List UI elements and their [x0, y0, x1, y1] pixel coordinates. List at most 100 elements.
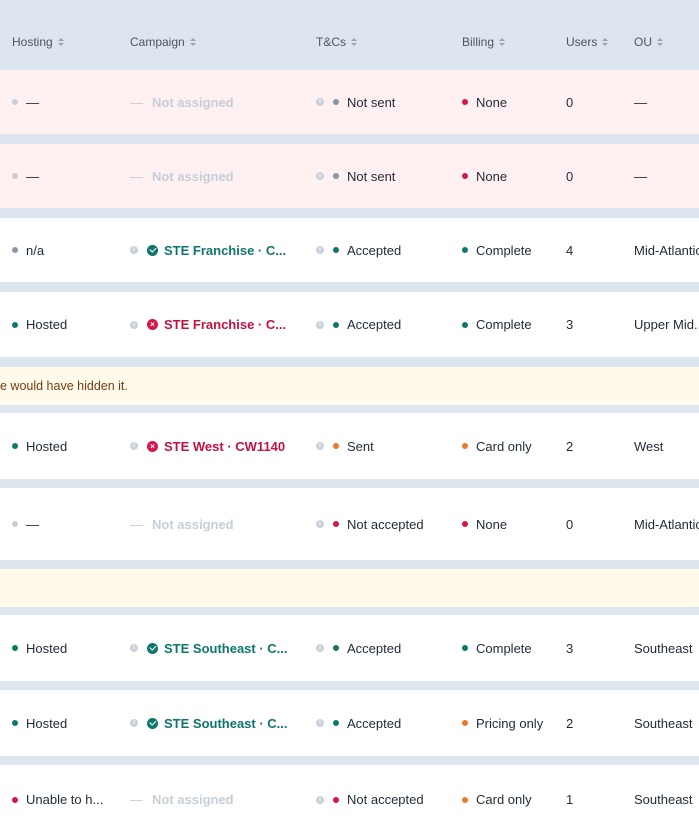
column-header-ou[interactable]: OU	[634, 35, 663, 49]
sort-icon	[189, 38, 196, 46]
campaign-cell: — Not assigned	[130, 94, 234, 110]
status-dot-icon	[462, 443, 468, 449]
info-icon[interactable]: i	[316, 719, 324, 727]
sort-icon	[57, 38, 64, 46]
info-icon[interactable]: i	[130, 320, 138, 329]
table-row[interactable]: Hosted i × STE Franchise · C... i Accepted …	[0, 292, 699, 357]
status-dot-icon	[462, 720, 468, 726]
status-dot-icon	[462, 99, 468, 105]
campaign-cell[interactable]: i × STE West · CW1140	[130, 436, 285, 456]
info-icon[interactable]: i	[316, 442, 324, 450]
tcs-cell: i Accepted	[316, 315, 401, 335]
ou-cell: Southeast	[634, 715, 693, 731]
status-dot-icon	[333, 521, 339, 527]
billing-cell: Complete	[462, 240, 532, 260]
tcs-cell: i Accepted	[316, 240, 401, 260]
campaign-cell: — Not assigned	[130, 516, 234, 532]
status-dot-icon	[12, 796, 18, 803]
hosting-cell: Hosted	[12, 713, 67, 733]
info-icon[interactable]: i	[130, 442, 138, 450]
billing-cell: None	[462, 166, 507, 186]
sort-icon	[499, 38, 506, 46]
sort-icon	[602, 38, 609, 46]
table-row[interactable]: Hosted i × STE West · CW1140 i Sent Card on…	[0, 413, 699, 479]
hosting-cell: —	[12, 92, 39, 112]
table-row[interactable]: — — Not assigned i Not sent None 0 —	[0, 144, 699, 208]
x-circle-icon: ×	[147, 440, 158, 452]
table-row[interactable]: — — Not assigned i Not sent None 0 —	[0, 70, 699, 134]
table-header: Hosting Campaign T&Cs Billing Users OU	[0, 7, 699, 70]
ou-cell: —	[634, 168, 647, 184]
hosting-cell: —	[12, 514, 39, 534]
status-dot-icon	[12, 99, 18, 105]
ou-cell: Southeast	[634, 640, 693, 656]
hosting-cell: Unable to h...	[12, 790, 103, 810]
tcs-cell: i Not accepted	[316, 514, 424, 534]
check-circle-icon	[147, 717, 158, 729]
hosting-cell: Hosted	[12, 315, 67, 335]
tcs-cell: i Not sent	[316, 92, 395, 112]
users-cell: 2	[566, 438, 574, 454]
info-icon[interactable]: i	[316, 246, 324, 254]
tcs-cell: i Sent	[316, 436, 374, 456]
status-dot-icon	[12, 645, 18, 651]
tcs-cell: i Accepted	[316, 638, 401, 658]
ou-cell: West	[634, 438, 664, 454]
info-icon[interactable]: i	[316, 320, 324, 329]
status-dot-icon	[12, 521, 18, 527]
billing-cell: Complete	[462, 315, 532, 335]
billing-cell: Complete	[462, 638, 532, 658]
info-icon[interactable]: i	[316, 172, 324, 180]
campaign-cell[interactable]: i × STE Franchise · C...	[130, 315, 286, 335]
column-header-users[interactable]: Users	[566, 35, 609, 49]
status-dot-icon	[333, 796, 339, 803]
table-row[interactable]: n/a i STE Franchise · C... i Accepted Comp…	[0, 218, 699, 282]
status-dot-icon	[333, 173, 339, 179]
status-dot-icon	[333, 645, 339, 651]
campaign-cell[interactable]: i STE Southeast · C...	[130, 638, 288, 658]
column-header-tcs[interactable]: T&Cs	[316, 35, 357, 49]
info-icon[interactable]: i	[316, 795, 324, 804]
tcs-cell: i Not accepted	[316, 790, 424, 810]
dash-icon: —	[130, 792, 143, 807]
billing-cell: Card only	[462, 436, 532, 456]
info-icon[interactable]: i	[316, 520, 324, 528]
info-icon[interactable]: i	[130, 644, 138, 652]
ou-cell: Mid-Atlantic	[634, 242, 699, 258]
table-row[interactable]: Hosted i STE Southeast · C... i Accepted C…	[0, 615, 699, 681]
hosting-cell: Hosted	[12, 436, 67, 456]
info-icon[interactable]: i	[316, 98, 324, 106]
notice-row: e would have hidden it.	[0, 367, 699, 405]
x-circle-icon: ×	[147, 319, 158, 330]
status-dot-icon	[12, 321, 18, 328]
billing-cell: Pricing only	[462, 713, 543, 733]
ou-cell: Southeast	[634, 792, 693, 807]
status-dot-icon	[462, 173, 468, 179]
check-circle-icon	[147, 244, 158, 256]
info-icon[interactable]: i	[316, 644, 324, 652]
billing-cell: Card only	[462, 790, 532, 810]
status-dot-icon	[12, 720, 18, 726]
campaign-cell[interactable]: i STE Southeast · C...	[130, 713, 288, 733]
column-header-billing[interactable]: Billing	[462, 35, 506, 49]
status-dot-icon	[462, 521, 468, 527]
status-dot-icon	[333, 99, 339, 105]
users-cell: 0	[566, 168, 574, 184]
notice-row	[0, 569, 699, 607]
column-header-hosting[interactable]: Hosting	[12, 35, 64, 49]
users-cell: 4	[566, 242, 574, 258]
status-dot-icon	[333, 720, 339, 726]
hosting-cell: Hosted	[12, 638, 67, 658]
info-icon[interactable]: i	[130, 719, 138, 727]
info-icon[interactable]: i	[130, 246, 138, 254]
status-dot-icon	[333, 443, 339, 449]
table-row[interactable]: Unable to h... — Not assigned i Not accept…	[0, 765, 699, 834]
status-dot-icon	[462, 321, 468, 328]
table-row[interactable]: — — Not assigned i Not accepted None 0 Mid…	[0, 488, 699, 560]
status-dot-icon	[12, 173, 18, 179]
table-row[interactable]: Hosted i STE Southeast · C... i Accepted P…	[0, 690, 699, 756]
ou-cell: —	[634, 94, 647, 110]
status-dot-icon	[333, 321, 339, 328]
campaign-cell[interactable]: i STE Franchise · C...	[130, 240, 286, 260]
column-header-campaign[interactable]: Campaign	[130, 35, 196, 49]
